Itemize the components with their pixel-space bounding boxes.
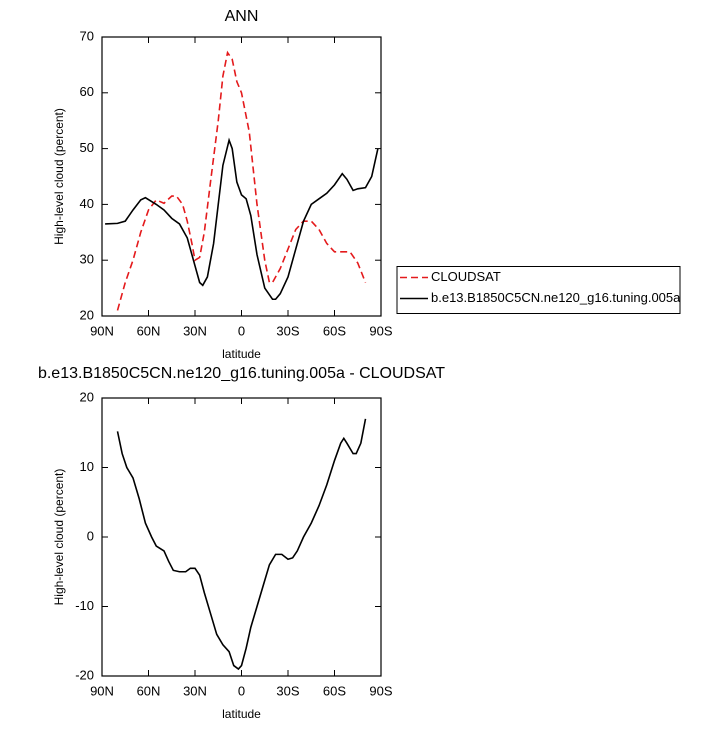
x-tick-label: 60N [137,323,161,338]
y-tick-label: 10 [80,459,94,474]
y-tick-label: 40 [80,196,94,211]
x-tick-label: 90S [369,683,392,698]
x-tick-label: 90N [90,683,114,698]
y-tick-label: 20 [80,389,94,404]
x-tick-label: 60S [323,683,346,698]
chart-title: b.e13.B1850C5CN.ne120_g16.tuning.005a - … [38,365,445,382]
x-tick-label: 60N [137,683,161,698]
x-axis-title: latitude [222,707,261,721]
legend-label: CLOUDSAT [431,269,501,284]
legend-box [396,266,681,314]
y-tick-label: 20 [80,307,94,322]
x-tick-label: 30N [183,323,207,338]
y-tick-label: -10 [75,598,94,613]
data-line [116,50,367,311]
x-axis-title: latitude [222,347,261,361]
plot-frame [101,36,382,317]
x-tick-label: 0 [238,323,245,338]
data-line [105,137,379,301]
y-axis-title: High-level cloud (percent) [52,469,66,606]
x-tick-label: 30N [183,683,207,698]
y-tick-label: 50 [80,140,94,155]
x-tick-label: 30S [276,683,299,698]
y-tick-label: -20 [75,667,94,682]
plot-frame [101,397,382,677]
legend-label: b.e13.B1850C5CN.ne120_g16.tuning.005a [431,290,681,305]
x-tick-label: 60S [323,323,346,338]
x-tick-label: 0 [238,683,245,698]
y-tick-label: 60 [80,84,94,99]
data-line [116,418,367,671]
x-tick-label: 90N [90,323,114,338]
y-axis-title: High-level cloud (percent) [52,108,66,245]
x-tick-label: 90S [369,323,392,338]
chart-title: ANN [225,8,259,25]
y-tick-label: 0 [87,528,94,543]
y-tick-label: 30 [80,252,94,267]
x-tick-label: 30S [276,323,299,338]
y-tick-label: 70 [80,28,94,43]
